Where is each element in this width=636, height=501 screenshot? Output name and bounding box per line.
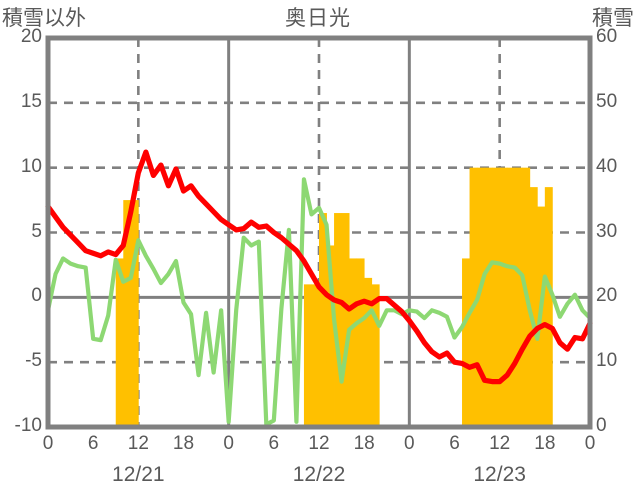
y-axis-left-tick: 10 — [20, 155, 42, 177]
left-axis-title: 積雪以外 — [2, 7, 86, 30]
snow-depth-bar — [341, 213, 350, 427]
snow-depth-bar — [522, 167, 531, 427]
snow-depth-bar — [123, 200, 132, 427]
gridlines — [48, 38, 590, 427]
snow-depth-bar — [477, 167, 486, 427]
wind-speed-line — [45, 177, 593, 427]
snow-depth-bar — [334, 213, 342, 427]
y-axis-right-tick: 50 — [596, 90, 618, 112]
x-axis-day-label: 12/21 — [112, 463, 165, 486]
temperature-line — [45, 149, 593, 385]
y-axis-left-tick: 5 — [31, 220, 42, 242]
x-axis-tick: 0 — [42, 433, 54, 454]
x-axis-tick: 18 — [353, 433, 375, 454]
snow-depth-bar — [529, 187, 538, 427]
data-series — [45, 149, 593, 429]
snow-depth-bar — [492, 167, 501, 427]
snow-depth-bar — [349, 258, 358, 427]
x-axis-tick: 6 — [268, 433, 280, 454]
chart-title: 奥日光 — [285, 7, 351, 30]
x-axis-tick: 0 — [584, 433, 596, 454]
x-axis-tick: 12 — [489, 433, 511, 454]
snow-depth-bar — [499, 167, 508, 427]
snow-depth-bar — [319, 213, 327, 427]
y-axis-left-tick: -5 — [25, 350, 42, 372]
x-axis-tick: 18 — [534, 433, 556, 454]
snow-depth-bar — [311, 284, 320, 427]
snow-depth-bar — [356, 258, 365, 427]
snow-depth-bar — [371, 284, 380, 427]
right-axis-title: 積雪 — [592, 7, 634, 30]
snow-depth-bar — [544, 187, 553, 427]
y-axis-right-tick: 60 — [596, 26, 618, 47]
x-axis-tick: 12 — [127, 433, 149, 454]
x-axis-tick: 0 — [223, 433, 234, 454]
y-axis-right-tick: 40 — [596, 155, 618, 177]
snow-depth-bar — [469, 167, 478, 427]
x-axis-tick: 0 — [404, 433, 415, 454]
snow-depth-bar — [537, 206, 546, 427]
y-axis-left-tick: 20 — [20, 26, 42, 47]
snow-depth-bar — [326, 245, 335, 427]
y-axis-left-tick: -10 — [14, 415, 42, 436]
y-axis-left-tick: 0 — [31, 285, 42, 307]
snow-depth-bar — [115, 258, 124, 427]
plot-border — [45, 35, 593, 430]
plot-frame — [45, 35, 593, 430]
x-axis-day-label: 12/23 — [473, 463, 526, 486]
x-axis-tick: 6 — [449, 433, 460, 454]
y-axis-right-tick: 20 — [596, 285, 618, 307]
y-axis-left-tick: 15 — [20, 90, 42, 112]
snow-depth-bar — [484, 167, 493, 427]
y-axis-right-tick: 0 — [596, 415, 607, 436]
snow-depth-bar — [507, 167, 516, 427]
x-axis-tick: 18 — [172, 433, 195, 454]
snow-depth-bar — [303, 284, 312, 427]
x-axis-day-label: 12/22 — [292, 463, 346, 486]
x-axis-tick: 6 — [87, 433, 99, 454]
snow-depth-bar — [130, 200, 139, 427]
snow-depth-bar — [364, 277, 373, 427]
chart-plot-area — [45, 35, 593, 430]
x-axis-tick: 12 — [308, 433, 330, 454]
snow-depth-bar — [514, 167, 523, 427]
y-axis-right-tick: 10 — [596, 350, 618, 372]
y-axis-right-tick: 30 — [596, 220, 618, 242]
snow-depth-bar — [462, 258, 470, 427]
